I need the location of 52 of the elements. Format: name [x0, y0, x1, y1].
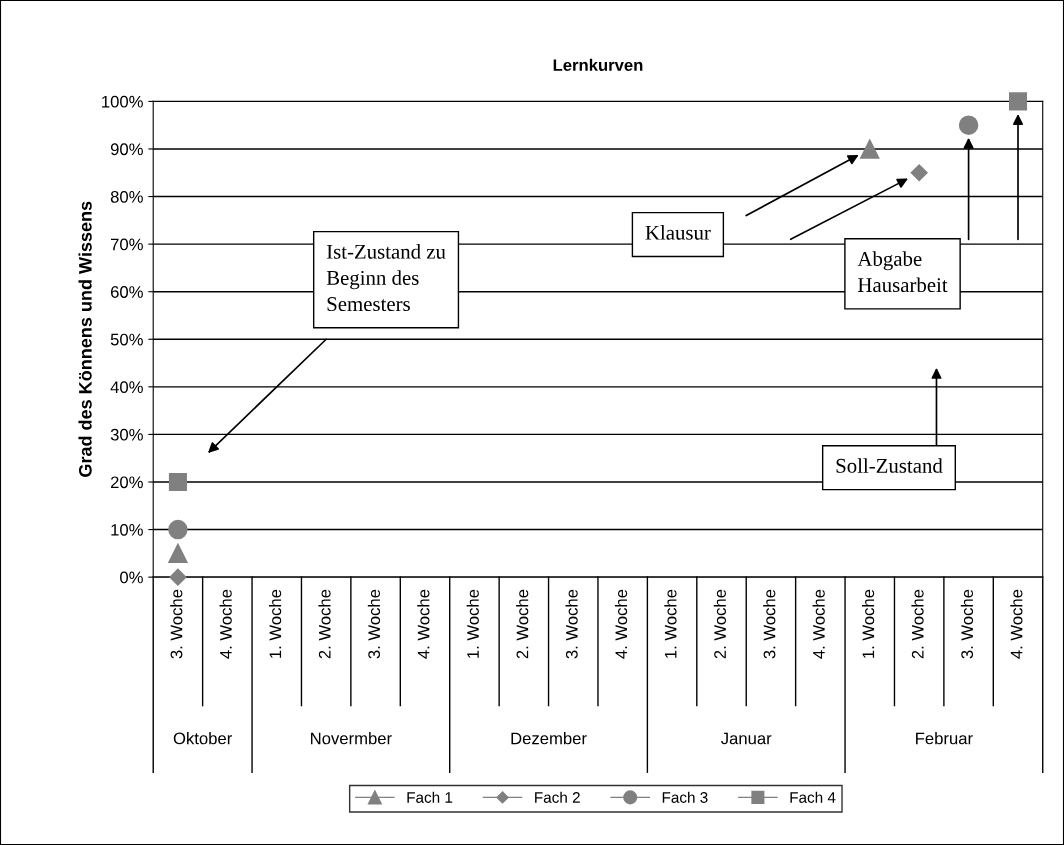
- point: [168, 543, 188, 564]
- x-tick-label: 4. Woche: [1010, 589, 1023, 659]
- x-tick-label: 4. Woche: [219, 589, 232, 659]
- x-tick-label: 2. Woche: [318, 589, 331, 659]
- x-tick-label: 3. Woche: [960, 589, 974, 659]
- y-tick-label: 0%: [120, 571, 143, 584]
- annotation: Soll-Zustand: [836, 458, 943, 473]
- y-tick-label: 10%: [111, 523, 143, 536]
- x-tick-label: 2. Woche: [713, 589, 726, 659]
- point: [169, 568, 187, 586]
- point: [1008, 92, 1028, 111]
- x-tick-label: 3. Woche: [763, 589, 776, 659]
- legend-label: Fach 4: [790, 791, 836, 803]
- x-tick-label: 4. Woche: [417, 589, 430, 659]
- point: [168, 472, 187, 492]
- y-tick-label: 50%: [110, 333, 143, 346]
- x-tick-label: 2. Woche: [516, 589, 529, 659]
- chart-title: Lernkurven: [553, 58, 643, 72]
- y-tick-label: 30%: [110, 428, 143, 441]
- annotation: Abgabe Hausarbeit: [857, 251, 948, 293]
- text: Februar: [916, 732, 973, 745]
- point: [168, 519, 188, 540]
- y-tick-label: 70%: [110, 238, 143, 251]
- y-tick-label: 100%: [102, 95, 143, 108]
- y-tick-label: 90%: [110, 143, 143, 156]
- point: [958, 115, 979, 135]
- x-tick-label: 1. Woche: [466, 589, 479, 658]
- x-tick-label: 2. Woche: [911, 589, 924, 659]
- x-tick-label: 1. Woche: [268, 589, 282, 658]
- legend-label: Fach 2: [535, 791, 580, 803]
- point: [910, 164, 928, 182]
- text: Novermber: [311, 732, 392, 745]
- x-tick-label: 1. Woche: [861, 589, 875, 658]
- y-tick-label: 20%: [110, 476, 143, 489]
- point: [860, 139, 880, 159]
- text: Januar: [721, 732, 772, 745]
- annotation: Klausur: [645, 225, 711, 240]
- x-tick-label: 4. Woche: [614, 589, 628, 659]
- x-tick-label: 3. Woche: [565, 589, 578, 659]
- x-tick-label: 1. Woche: [664, 589, 677, 658]
- y-tick-label: 40%: [110, 381, 143, 394]
- x-tick-label: 4. Woche: [812, 589, 825, 659]
- legend-label: Fach 1: [407, 791, 453, 803]
- y-tick-label: 80%: [110, 190, 143, 203]
- x-tick-label: 3. Woche: [170, 589, 183, 659]
- text: Oktober: [173, 732, 232, 745]
- legend-label: Fach 3: [662, 791, 708, 803]
- x-tick-label: 3. Woche: [367, 589, 381, 659]
- text: Dezember: [511, 732, 587, 745]
- annotation: Ist-Zustand zu Beginn des Semesters: [326, 244, 446, 312]
- y-axis-title: Grad des Könnens und Wissens: [78, 201, 92, 477]
- y-tick-label: 60%: [110, 286, 143, 298]
